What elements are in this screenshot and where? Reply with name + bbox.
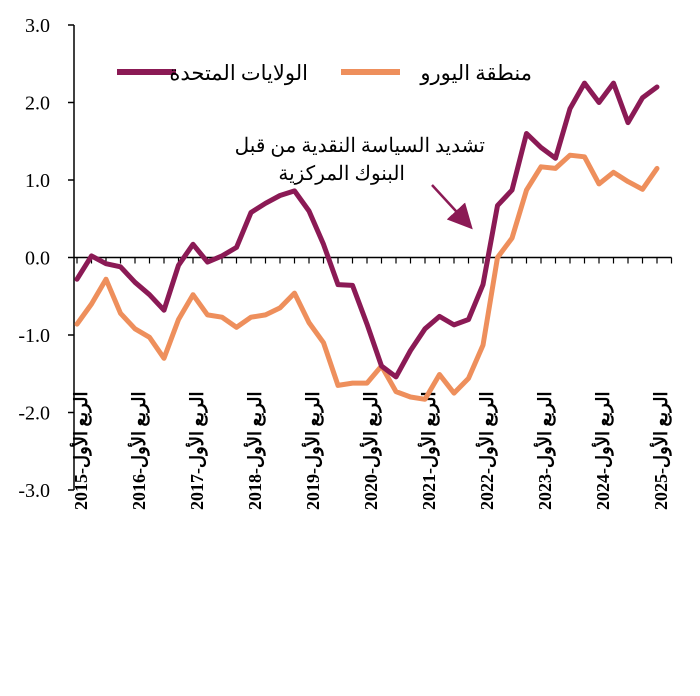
y-tick-label: 2.0 [25,93,50,115]
x-tick-label: الربع الأول-2024 [591,391,614,510]
x-tick-label: الربع الأول-2018 [243,391,266,510]
y-tick-label: 1.0 [25,170,50,192]
series-layer [74,80,660,402]
series-us-line [74,80,660,380]
y-tick-label: 0.0 [25,248,50,270]
x-tick-label: الربع الأول-2017 [185,391,208,510]
y-tick-label: -3.0 [18,480,50,502]
y-tick-label: -2.0 [18,403,50,425]
x-tick-label: الربع الأول-2023 [533,391,556,510]
x-tick-label: الربع الأول-2022 [475,391,498,510]
series-euro-line [74,152,660,402]
annotation-arrow [431,184,473,230]
x-tick-label: الربع الأول-2025 [649,391,672,510]
legend: الولايات المتحدة منطقة اليورو [117,61,532,86]
annotation: تشديد السياسة النقدية من قبل البنوك المر… [235,135,485,230]
x-tick-label: الربع الأول-2019 [301,391,324,510]
y-axis: 3.0 2.0 1.0 0.0 -1.0 -2.0 -3.0 [18,15,75,502]
x-tick-label: الربع الأول-2021 [417,391,440,510]
y-tick-label: 3.0 [25,15,50,37]
annotation-line-2: البنوك المركزية [278,163,405,185]
y-tick-label: -1.0 [18,325,50,347]
legend-label-euro: منطقة اليورو [419,61,532,86]
legend-label-us: الولايات المتحدة [169,61,308,86]
x-tick-label: الربع الأول-2020 [359,391,382,510]
annotation-line-1: تشديد السياسة النقدية من قبل [235,135,485,157]
x-axis: الربع الأول-2015 الربع الأول-2016 الربع ال… [69,256,672,510]
x-tick-label: الربع الأول-2015 [69,391,92,510]
x-tick-label: الربع الأول-2016 [127,391,150,510]
